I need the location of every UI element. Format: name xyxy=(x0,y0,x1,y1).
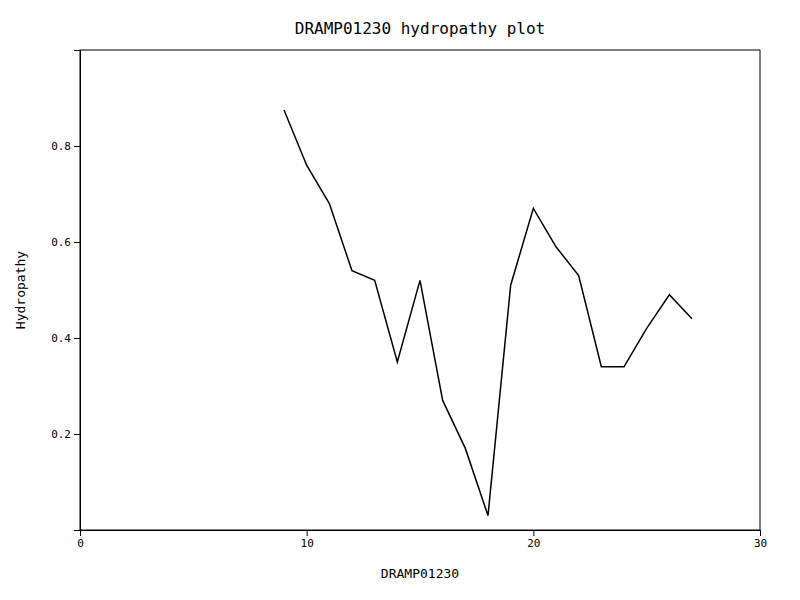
x-axis-title: DRAMP01230 xyxy=(381,566,459,581)
tick-label: 0 xyxy=(77,537,84,550)
x-tick: 20 xyxy=(527,530,540,550)
y-tick: 0.2 xyxy=(51,428,80,441)
y-tick: 0.4 xyxy=(51,332,80,345)
tick-label: 30 xyxy=(754,537,767,550)
axis-line xyxy=(74,51,81,531)
tick-label: 10 xyxy=(301,537,314,550)
tick-mark xyxy=(74,338,80,339)
tick-mark xyxy=(74,146,80,147)
tick-mark xyxy=(74,242,80,243)
tick-label: 0.4 xyxy=(51,332,71,345)
x-axis: 0 10 20 30 xyxy=(77,530,767,550)
x-tick: 30 xyxy=(754,530,767,550)
tick-mark xyxy=(74,434,80,435)
title: DRAMP01230 hydropathy plot xyxy=(295,19,545,38)
plot-frame xyxy=(80,50,760,530)
tick-mark xyxy=(307,530,308,536)
marks xyxy=(284,110,692,516)
y-tick: 0.6 xyxy=(51,236,80,249)
tick-mark xyxy=(760,530,761,536)
plot-area: 0 10 20 30 0.2 0.4 0.6 0.8 xyxy=(51,50,767,550)
y-axis: 0.2 0.4 0.6 0.8 xyxy=(51,51,80,531)
tick-label: 0.8 xyxy=(51,140,71,153)
line xyxy=(284,110,692,516)
y-axis-title: Hydropathy xyxy=(13,251,28,329)
tick-label: 20 xyxy=(527,537,540,550)
tick-label: 0.6 xyxy=(51,236,71,249)
tick-mark xyxy=(533,530,534,536)
x-tick: 0 xyxy=(77,530,84,550)
x-tick: 10 xyxy=(301,530,314,550)
y-tick: 0.8 xyxy=(51,140,80,153)
tick-label: 0.2 xyxy=(51,428,71,441)
axis-line xyxy=(81,531,761,537)
chart: 0 10 20 30 0.2 0.4 0.6 0.8 DRAMP01230 hydropathy… xyxy=(0,0,800,600)
